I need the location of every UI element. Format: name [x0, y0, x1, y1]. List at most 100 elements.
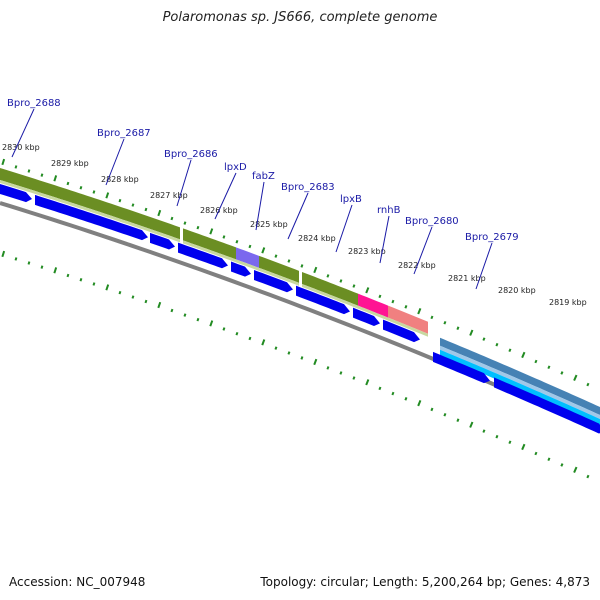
ruler-dot [586, 474, 590, 479]
ruler-dot [365, 379, 370, 386]
cds-arrow-head [26, 192, 32, 203]
ruler-dot [339, 371, 343, 375]
kbp-tick-label: 2824 kbp [298, 234, 336, 243]
ruler-dot [391, 299, 395, 304]
ruler-dot [53, 175, 58, 182]
ruler-dot [404, 305, 408, 309]
ruler-dot [534, 451, 538, 456]
gene-labels: Bpro_2688 Bpro_2687 Bpro_2686 lpxD fabZ Bpro_… [7, 98, 519, 290]
ruler-dot [235, 239, 239, 244]
cog-segment [440, 337, 600, 415]
ruler-dot [118, 290, 122, 295]
gene-label-bpro_2686: Bpro_2686 [164, 149, 218, 160]
ruler-dot [183, 313, 187, 317]
ruler-dot [170, 216, 174, 221]
gene-label-lpxd: lpxD [224, 162, 247, 173]
cds-arrow [0, 184, 26, 203]
ruler-dot [482, 337, 486, 341]
kbp-tick-label: 2828 kbp [101, 175, 139, 184]
genome-summary-text: Topology: circular; Length: 5,200,264 bp… [260, 575, 590, 589]
kbp-tick-label: 2820 kbp [498, 286, 536, 295]
cds-arrow-head [169, 239, 175, 250]
ruler-dot [66, 181, 70, 186]
cog-segment-shade [259, 267, 299, 286]
ruler-dot [131, 203, 135, 207]
ruler-dot [1, 158, 6, 166]
cds-arrow [150, 232, 169, 250]
kbp-tick-label: 2827 kbp [150, 191, 188, 200]
ruler-dot [248, 244, 252, 249]
ruler-dot [560, 463, 564, 467]
cds-feature-band [0, 184, 600, 434]
gene-leader-line [335, 204, 353, 253]
cds-arrow [254, 269, 287, 293]
ruler-dot [469, 421, 474, 428]
cog-segment [236, 247, 259, 268]
ruler-dot [1, 250, 6, 258]
outer-dotted-ruler [1, 158, 590, 387]
ruler-dot [547, 457, 551, 461]
ruler-dot [105, 192, 110, 199]
ruler-dot [274, 254, 278, 258]
cog-segment-shade [440, 345, 600, 419]
ruler-dot [534, 359, 538, 364]
ruler-dot [339, 279, 343, 283]
ruler-dot [196, 317, 200, 322]
ruler-dot [313, 358, 318, 366]
ruler-dot [222, 235, 226, 239]
gene-label-fabz: fabZ [252, 171, 275, 182]
cds-arrow [383, 319, 414, 343]
kbp-tick-label: 2823 kbp [348, 247, 386, 256]
kbp-tick-label: 2829 kbp [51, 159, 89, 168]
gene-leader-line [105, 138, 125, 186]
cds-arrow-head [374, 315, 380, 326]
ruler-dot [53, 267, 58, 274]
ruler-dot [79, 185, 83, 190]
ruler-dot [326, 366, 330, 370]
cog-segment-shade [358, 305, 388, 321]
ruler-dot [456, 326, 460, 330]
kbp-tick-label: 2830 kbp [2, 143, 40, 152]
ruler-dot [274, 346, 278, 350]
ruler-dot [547, 365, 551, 369]
cog-segment [259, 255, 299, 283]
ruler-dot [300, 356, 304, 360]
gene-leader-line [413, 226, 433, 275]
cog-segment [302, 271, 358, 306]
gene-leader-line [287, 192, 309, 240]
ruler-dot [456, 418, 460, 422]
ruler-dot [40, 173, 44, 177]
ruler-dot [521, 351, 526, 359]
ruler-dot [586, 382, 590, 387]
ruler-dot [352, 284, 356, 288]
cog-segment [0, 168, 180, 240]
ruler-dot [391, 391, 395, 396]
ruler-dot [157, 209, 162, 217]
ruler-dot [157, 301, 162, 309]
ruler-dot [365, 287, 370, 294]
ruler-dot [118, 198, 122, 203]
ruler-dot [508, 440, 512, 445]
ruler-dot [27, 169, 31, 173]
gene-leader-line [379, 215, 390, 264]
ruler-dot [183, 221, 187, 225]
cds-arrow [178, 242, 222, 269]
ruler-dot [378, 294, 382, 299]
gene-label-rnhb: rnhB [377, 205, 401, 216]
inner-dotted-ruler [1, 250, 590, 479]
accession-text: Accession: NC_007948 [9, 575, 146, 589]
cog-segment-shade [302, 283, 358, 309]
ruler-dot [170, 308, 174, 313]
kbp-tick-label: 2819 kbp [549, 298, 587, 307]
cds-arrow-head [344, 304, 350, 315]
gene-label-lpxb: lpxB [340, 194, 362, 205]
ruler-dot [573, 466, 578, 473]
gene-label-bpro_2679: Bpro_2679 [465, 232, 519, 243]
ruler-dot [430, 407, 434, 412]
ruler-dot [495, 434, 499, 439]
cds-arrow [433, 351, 484, 384]
gene-leader-line [255, 181, 265, 231]
ruler-dot [430, 315, 434, 320]
ruler-dot [495, 342, 499, 347]
cog-segment [388, 305, 428, 334]
